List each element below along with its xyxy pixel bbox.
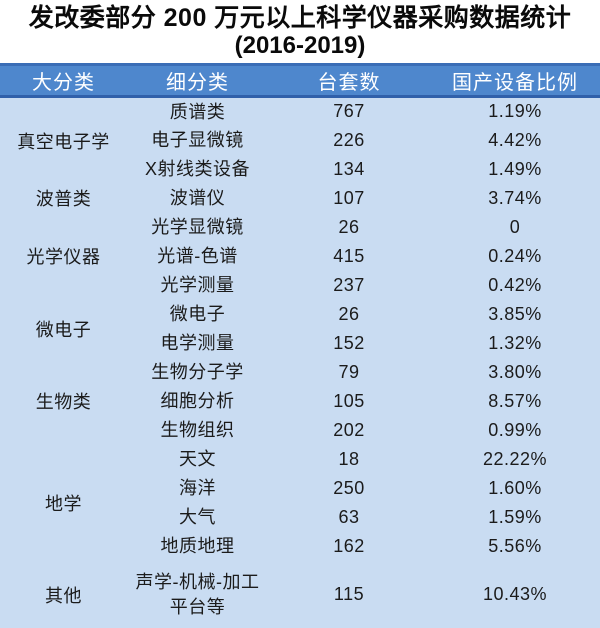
subcategory-cell: 电子显微镜 (151, 129, 244, 150)
table-row: 细胞分析 105 8.57% (0, 387, 600, 416)
table-row: 生物组织 202 0.99% (0, 416, 600, 445)
count-cell: 26 (338, 303, 360, 324)
table-row: 地质地理 162 5.56% (0, 532, 600, 561)
ratio-cell: 1.59% (488, 506, 542, 527)
table-row: 光学测量 237 0.42% (0, 271, 600, 300)
count-cell: 226 (333, 129, 365, 150)
count-cell: 134 (333, 158, 365, 179)
category-cell: 真空电子学 (17, 131, 110, 152)
table-header-row: 大分类 细分类 台套数 国产设备比例 (0, 63, 600, 98)
count-cell: 79 (338, 361, 360, 382)
subcategory-cell: 光谱-色谱 (157, 245, 238, 266)
table-row: 海洋 250 1.60% (0, 474, 600, 503)
ratio-cell: 0.42% (488, 274, 542, 295)
table-row: 微电子 微电子 26 3.85% (0, 300, 600, 340)
subcategory-cell: 地质地理 (160, 535, 235, 556)
table-row: 电学测量 152 1.32% (0, 329, 600, 358)
ratio-cell: 3.80% (488, 361, 542, 382)
count-cell: 152 (333, 332, 365, 353)
subcategory-cell: 海洋 (179, 477, 216, 498)
ratio-cell: 5.56% (488, 535, 542, 556)
count-cell: 250 (333, 477, 365, 498)
count-cell: 63 (338, 506, 360, 527)
table-row: 大气 63 1.59% (0, 503, 600, 532)
ratio-cell: 1.60% (488, 477, 542, 498)
ratio-cell: 1.32% (488, 332, 542, 353)
count-cell: 415 (333, 245, 365, 266)
subcategory-cell: 天文 (179, 448, 216, 469)
count-cell: 105 (333, 390, 365, 411)
ratio-cell: 0.24% (488, 245, 542, 266)
subcategory-cell: 光学测量 (160, 274, 235, 295)
subcategory-cell: 声学-机械-加工平台等 (135, 572, 260, 617)
subcategory-cell: 生物组织 (160, 419, 235, 440)
category-cell: 生物类 (35, 392, 92, 412)
table-row: 电子显微镜 226 4.42% (0, 126, 600, 155)
table-row: 生物类 生物分子学 79 3.80% (0, 358, 600, 413)
subcategory-cell: 光学显微镜 (151, 216, 244, 237)
count-cell: 237 (333, 274, 365, 295)
subcategory-cell: 波谱仪 (169, 187, 226, 208)
category-cell: 地学 (45, 493, 82, 514)
subcategory-cell: 生物分子学 (151, 361, 244, 382)
subcategory-cell: 电学测量 (160, 332, 235, 353)
subcategory-cell: 细胞分析 (160, 390, 235, 411)
category-cell: 波普类 (35, 189, 92, 209)
col-header-count: 台套数 (268, 63, 430, 98)
ratio-cell: 8.57% (488, 390, 542, 411)
subcategory-cell: 微电子 (169, 303, 226, 324)
count-cell: 162 (333, 535, 365, 556)
table-row: X射线类设备 134 1.49% (0, 155, 600, 184)
table-row: 真空电子学 质谱类 767 1.19% (0, 97, 600, 152)
count-cell: 115 (333, 584, 365, 604)
ratio-cell: 10.43% (482, 584, 548, 604)
category-cell: 微电子 (35, 319, 92, 340)
col-header-subcategory: 细分类 (127, 63, 268, 98)
table-row: 波普类 波谱仪 107 3.74% (0, 184, 600, 213)
ratio-cell: 3.85% (488, 303, 542, 324)
col-header-category: 大分类 (0, 63, 127, 98)
col-header-ratio: 国产设备比例 (430, 63, 600, 98)
category-cell: 其他 (45, 585, 82, 606)
page-title: 发改委部分 200 万元以上科学仪器采购数据统计 (2016-2019) (0, 0, 600, 63)
stats-table: 大分类 细分类 台套数 国产设备比例 真空电子学 质谱类 767 1.19% 电… (0, 63, 600, 628)
count-cell: 767 (333, 101, 365, 122)
count-cell: 18 (338, 448, 360, 469)
ratio-cell: 3.74% (488, 187, 542, 208)
page-title-line2: (2016-2019) (234, 31, 366, 59)
ratio-cell: 0.99% (488, 419, 542, 440)
subcategory-cell: X射线类设备 (144, 158, 250, 179)
table-row: 其他 声学-机械-加工平台等 115 10.43% (0, 561, 600, 628)
subcategory-cell: 大气 (179, 506, 216, 527)
ratio-cell: 22.22% (482, 448, 548, 469)
ratio-cell: 1.19% (488, 101, 542, 122)
count-cell: 202 (333, 419, 365, 440)
subcategory-cell: 质谱类 (169, 101, 226, 122)
ratio-cell: 0 (509, 216, 521, 237)
count-cell: 26 (338, 216, 360, 237)
table-row: 地学 天文 18 22.22% (0, 445, 600, 514)
ratio-cell: 4.42% (488, 129, 542, 150)
ratio-cell: 1.49% (488, 158, 542, 179)
page-title-line1: 发改委部分 200 万元以上科学仪器采购数据统计 (28, 3, 572, 32)
table-row: 光谱-色谱 415 0.24% (0, 242, 600, 271)
table-row: 光学仪器 光学显微镜 26 0 (0, 213, 600, 268)
count-cell: 107 (333, 187, 365, 208)
category-cell: 光学仪器 (26, 247, 101, 267)
